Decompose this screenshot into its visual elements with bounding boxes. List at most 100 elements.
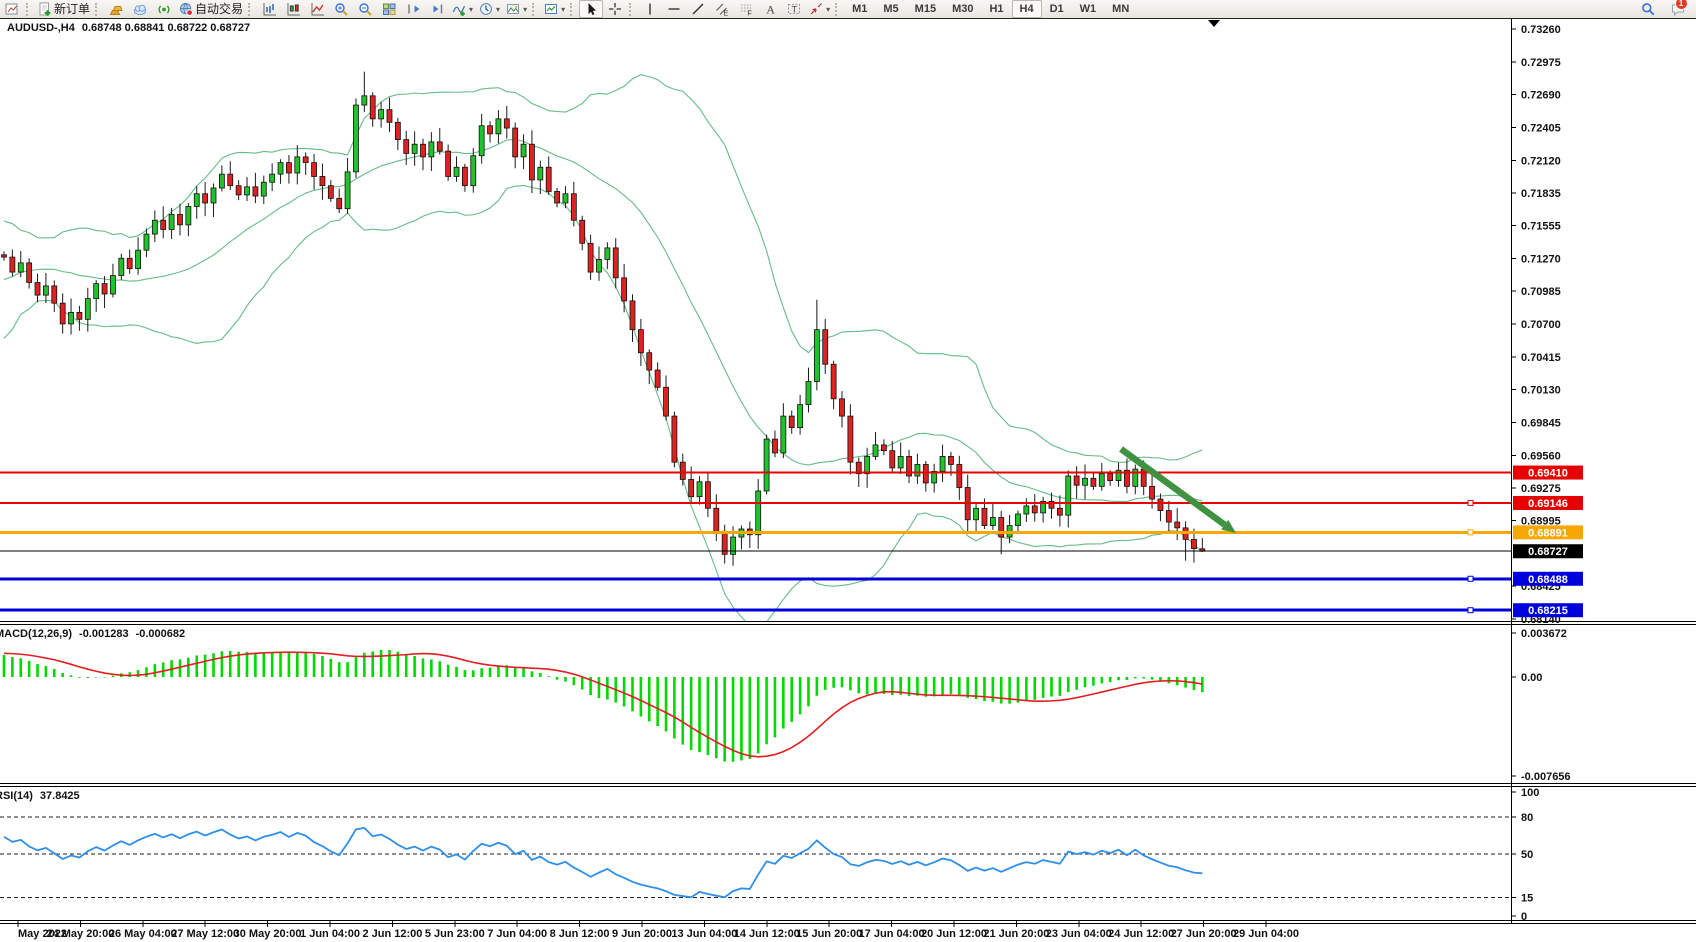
chevron-down-icon: ▾ — [496, 4, 501, 14]
fibonacci-button[interactable]: F — [734, 0, 758, 18]
timeframe-d1-button-label: D1 — [1049, 3, 1064, 15]
vertical-line-icon — [643, 2, 657, 16]
rsi-line — [3, 826, 1203, 899]
line-handle[interactable] — [1467, 607, 1474, 614]
time-axis-label: 23 Jun 04:00 — [1046, 928, 1112, 940]
toolbar-separator — [532, 2, 538, 16]
bar-chart-icon — [262, 2, 277, 16]
chart-profile-icon — [544, 2, 558, 16]
time-axis-label: 29 Jun 04:00 — [1233, 928, 1299, 940]
timeframe-m5-button[interactable]: M5 — [875, 0, 906, 18]
tile-windows-button[interactable] — [377, 0, 401, 18]
timeframe-m30-button[interactable]: M30 — [944, 0, 981, 18]
cursor-button[interactable] — [579, 0, 604, 18]
crosshair-icon — [608, 2, 622, 16]
equidistant-channel-icon: E — [715, 2, 729, 16]
line-chart-button[interactable] — [305, 0, 329, 18]
price-tick-label: 0.71270 — [1521, 253, 1561, 265]
auto-scroll-button[interactable] — [401, 0, 425, 18]
toolbar-separator — [95, 2, 101, 16]
horizontal-line-button[interactable] — [662, 0, 686, 18]
zoom-in-icon — [334, 2, 348, 16]
cursor-icon — [584, 2, 598, 16]
notifications-button[interactable]: 1 — [1666, 0, 1690, 18]
timeframe-m15-button[interactable]: M15 — [907, 0, 944, 18]
rsi-axis-label: 80 — [1521, 812, 1533, 824]
signals-button[interactable] — [152, 0, 176, 18]
templates-button[interactable]: ▾ — [503, 0, 530, 18]
price-tick-label: 0.68995 — [1521, 515, 1561, 527]
toolbar-separator — [248, 2, 254, 16]
price-tick-label: 0.72975 — [1521, 57, 1561, 69]
vertical-line-button[interactable] — [638, 0, 662, 18]
timeframe-mn-button-label: MN — [1112, 3, 1130, 15]
candles — [1, 71, 1206, 566]
trend-arrow[interactable] — [1119, 446, 1227, 528]
text-label-icon: T — [787, 2, 801, 16]
rsi-label-name: RSI(14) — [0, 790, 33, 802]
svg-text:0.68891: 0.68891 — [1528, 527, 1568, 539]
time-axis-label: May 2022 — [18, 928, 67, 940]
timeframe-d1-button[interactable]: D1 — [1042, 0, 1072, 18]
time-axis-label: 20 Jun 12:00 — [921, 928, 987, 940]
zoom-in-button[interactable] — [329, 0, 353, 18]
auto-scroll-icon — [406, 2, 420, 16]
text-button[interactable]: A — [758, 0, 782, 18]
candlestick-chart-icon — [286, 2, 301, 16]
text-label-button[interactable]: T — [782, 0, 806, 18]
price-tick-label: 0.73260 — [1521, 24, 1561, 36]
equidistant-channel-button[interactable]: E — [710, 0, 734, 18]
time-axis-label: 5 Jun 23:00 — [425, 928, 485, 940]
timeframe-h4-button[interactable]: H4 — [1011, 0, 1042, 18]
horizontal-line-icon — [667, 2, 681, 16]
line-handle[interactable] — [1467, 499, 1474, 506]
gold-deposit-button[interactable] — [104, 0, 128, 18]
price-level-label — [1513, 603, 1583, 618]
chart-shift-button[interactable] — [425, 0, 449, 18]
time-axis-label: 26 May 04:00 — [109, 928, 177, 940]
templates-icon — [506, 2, 520, 16]
indicators-button[interactable]: ▾ — [449, 0, 476, 18]
rsi-axis-label: 0 — [1521, 911, 1527, 923]
macd-axis-label: -0.007656 — [1521, 771, 1571, 783]
search-button[interactable] — [1636, 0, 1660, 18]
price-tick-label: 0.70130 — [1521, 385, 1561, 397]
timeframe-m1-button[interactable]: M1 — [844, 0, 875, 18]
time-axis-label: 9 Jun 20:00 — [612, 928, 672, 940]
line-handle[interactable] — [1467, 529, 1474, 536]
zoom-out-button[interactable] — [353, 0, 377, 18]
timeframe-w1-button[interactable]: W1 — [1072, 0, 1105, 18]
indicators-icon — [452, 2, 466, 16]
arrows-button[interactable]: ▾ — [806, 0, 833, 18]
svg-text:E: E — [724, 11, 729, 17]
time-axis-label: 8 Jun 12:00 — [550, 928, 610, 940]
auto-trading-button[interactable]: 自动交易 — [176, 0, 246, 18]
line-chart-icon — [310, 2, 325, 16]
macd-signal-line — [3, 651, 1203, 758]
bar-chart-button[interactable] — [257, 0, 281, 18]
time-axis-label: 15 Jun 20:00 — [796, 928, 862, 940]
new-order-button-label: 新订单 — [54, 2, 91, 16]
macd-signal-value: -0.000682 — [135, 628, 186, 640]
price-level-label — [1513, 571, 1583, 586]
community-button[interactable] — [128, 0, 152, 18]
line-handle[interactable] — [1467, 575, 1474, 582]
trendline-button[interactable] — [686, 0, 710, 18]
periods-button[interactable]: ▾ — [476, 0, 503, 18]
timeframe-h1-button[interactable]: H1 — [981, 0, 1011, 18]
bollinger-bands — [3, 74, 1203, 621]
rsi-label: RSI(14) 37.8425 — [0, 790, 87, 802]
chart-window-icon — [5, 2, 19, 16]
chevron-down-icon: ▾ — [523, 4, 528, 14]
timeframe-mn-button[interactable]: MN — [1104, 0, 1137, 18]
svg-text:F: F — [748, 11, 752, 17]
candlestick-chart-button[interactable] — [281, 0, 305, 18]
crosshair-button[interactable] — [603, 0, 627, 18]
chart-profile-button[interactable]: ▾ — [541, 0, 568, 18]
new-order-button[interactable]: 新订单 — [35, 0, 93, 18]
chart-shift-marker[interactable] — [1208, 20, 1220, 27]
timeframe-m30-button-label: M30 — [952, 3, 974, 15]
chart-window-button[interactable] — [0, 0, 24, 18]
